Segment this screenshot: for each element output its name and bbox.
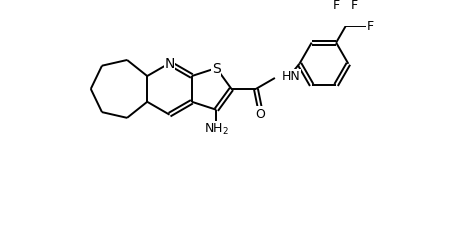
Text: S: S xyxy=(212,62,220,76)
Text: O: O xyxy=(255,108,265,120)
Text: F: F xyxy=(351,0,358,12)
Text: HN: HN xyxy=(282,70,301,83)
Text: F: F xyxy=(367,20,374,33)
Text: NH$_2$: NH$_2$ xyxy=(204,122,229,137)
Text: N: N xyxy=(164,57,175,71)
Text: F: F xyxy=(333,0,340,12)
